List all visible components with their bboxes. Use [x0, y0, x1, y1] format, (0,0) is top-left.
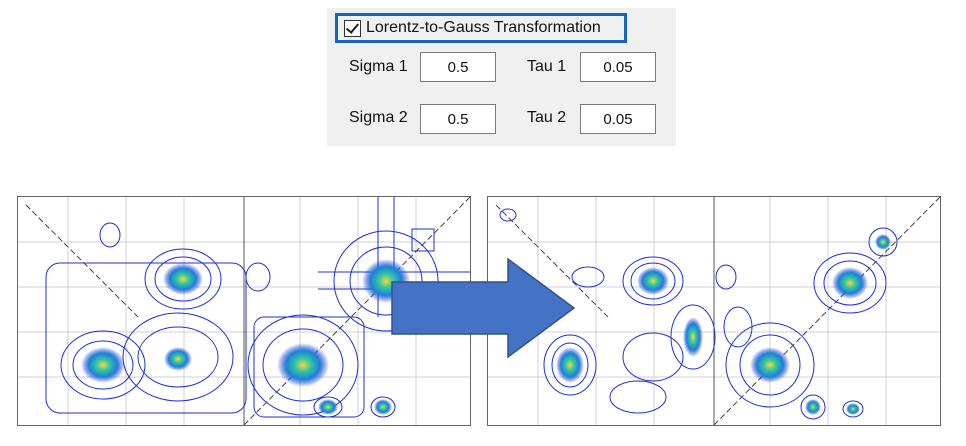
sigma-2-input[interactable] [420, 104, 496, 134]
diagonal-lines [25, 197, 470, 425]
right-arrow-icon [391, 257, 576, 359]
sigma-2-label: Sigma 2 [349, 109, 408, 126]
lg-parameter-panel: Lorentz-to-Gauss Transformation Sigma 1 … [327, 8, 676, 146]
lorentz-to-gauss-label: Lorentz-to-Gauss Transformation [366, 19, 601, 36]
contour-plot-before-svg [18, 197, 470, 425]
sigma-1-label: Sigma 1 [349, 58, 408, 75]
lorentz-to-gauss-checkbox[interactable] [344, 19, 361, 37]
lorentz-to-gauss-checkbox-row[interactable]: Lorentz-to-Gauss Transformation [335, 13, 627, 43]
tau-2-label: Tau 2 [527, 109, 567, 126]
contour-plot-after-svg [488, 197, 940, 425]
sigma-1-input[interactable] [420, 52, 496, 82]
peak-markers [556, 234, 891, 415]
tau-2-input[interactable] [580, 104, 656, 134]
diagonal-lines [495, 197, 940, 425]
contour-lines [45, 197, 470, 418]
peak-markers [81, 259, 410, 415]
tau-1-input[interactable] [580, 52, 656, 82]
contour-lines [499, 208, 898, 420]
checkmark-icon [345, 19, 360, 34]
tau-1-label: Tau 1 [527, 58, 567, 75]
